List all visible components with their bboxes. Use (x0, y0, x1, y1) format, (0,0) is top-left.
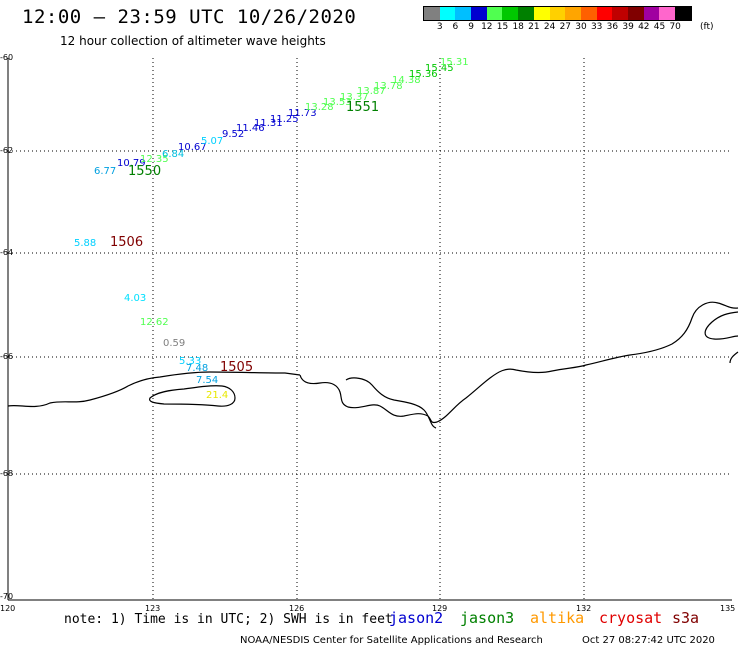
wave-height-label: 12.35 (140, 154, 169, 165)
map-title: 12:00 – 23:59 UTC 10/26/2020 (22, 6, 357, 28)
wave-height-label: 15.31 (440, 57, 469, 68)
wave-height-label: 11.73 (288, 108, 317, 119)
wave-height-label: 11.46 (236, 123, 265, 134)
pass-number-label: 1506 (110, 235, 143, 250)
color-swatch (471, 7, 487, 20)
wave-height-label: 0.59 (163, 338, 185, 349)
wave-height-label: 15.36 (409, 69, 438, 80)
color-scale-bar (423, 6, 692, 21)
longitude-label: 126 (289, 604, 305, 613)
color-swatch (549, 7, 566, 20)
pass-number-label: 1551 (346, 100, 379, 115)
wave-height-label: 14.38 (392, 75, 421, 86)
color-scale-label: 33 (590, 22, 603, 32)
satellite-legend-item: jason3 (460, 609, 515, 627)
wave-height-label: 5.88 (74, 238, 96, 249)
color-scale-label: 36 (606, 22, 619, 32)
generated-timestamp: Oct 27 08:27:42 UTC 2020 (582, 635, 715, 646)
pass-number-label: 1550 (128, 164, 161, 179)
latitude-label: -70 (0, 592, 14, 601)
color-scale-label: 30 (575, 22, 587, 32)
color-scale-label: 27 (559, 22, 572, 32)
wave-height-label: 7.48 (186, 363, 208, 374)
credit-line: NOAA/NESDIS Center for Satellite Applica… (240, 635, 543, 646)
wave-height-label: 13.53 (323, 97, 352, 108)
color-swatch (533, 7, 550, 20)
wave-height-label: 6.84 (162, 149, 184, 160)
color-scale-label: 70 (669, 22, 681, 32)
longitude-label: 132 (576, 604, 592, 613)
latitude-label: -68 (0, 469, 14, 478)
longitude-label: 120 (0, 604, 16, 613)
color-scale-label: 6 (452, 22, 459, 32)
satellite-legend-item: s3a (672, 609, 700, 627)
color-scale-label: 21 (528, 22, 540, 32)
color-swatch (486, 7, 503, 20)
satellite-legend-item: cryosat (599, 609, 663, 627)
wave-height-label: 5.07 (201, 136, 223, 147)
latitude-label: -62 (0, 146, 14, 155)
color-swatch (580, 7, 597, 20)
wave-height-label: 5.33 (179, 356, 201, 367)
color-scale-label: 45 (653, 22, 666, 32)
longitude-label: 129 (432, 604, 448, 613)
latitude-label: -64 (0, 248, 14, 257)
wave-height-label: 13.28 (305, 102, 334, 113)
color-swatch (659, 7, 675, 20)
wave-height-label: 13.78 (374, 81, 403, 92)
wave-height-label: 9.52 (222, 129, 244, 140)
longitude-label: 123 (145, 604, 161, 613)
wave-height-label: 13.37 (340, 92, 369, 103)
color-scale-label: 9 (468, 22, 474, 32)
color-swatch (439, 7, 456, 20)
wave-height-observations: 6.7710.7912.356.8410.675.079.5211.4611.3… (74, 57, 469, 401)
color-swatch (518, 7, 534, 20)
wave-height-label: 10.67 (178, 142, 207, 153)
color-scale-label: 18 (512, 22, 524, 32)
color-swatch (424, 7, 440, 20)
color-swatch (455, 7, 472, 20)
color-scale-label: 12 (481, 22, 493, 32)
wave-height-label: 11.31 (254, 118, 283, 129)
map-frame (7, 58, 732, 601)
lat-lon-grid (8, 58, 732, 600)
wave-height-label: 7.54 (196, 375, 218, 386)
wave-height-label: 6.77 (94, 166, 116, 177)
satellite-legend-item: altika (530, 609, 585, 627)
wave-height-label: 10.79 (117, 158, 146, 169)
longitude-label: 135 (720, 604, 736, 613)
footer-note: note: 1) Time is in UTC; 2) SWH is in fe… (64, 612, 393, 627)
color-scale-label: 42 (638, 22, 650, 32)
wave-height-label: 11.25 (270, 114, 299, 125)
color-scale-label: 39 (622, 22, 634, 32)
color-swatch (502, 7, 519, 20)
latitude-label: -60 (0, 53, 14, 62)
wave-height-label: 12.62 (140, 317, 169, 328)
color-scale-label: 15 (496, 22, 509, 32)
color-scale-unit: (ft) (700, 22, 714, 32)
color-swatch (627, 7, 644, 20)
map-subtitle: 12 hour collection of altimeter wave hei… (60, 34, 326, 48)
color-swatch (596, 7, 613, 20)
color-scale-label: 24 (543, 22, 556, 32)
color-swatch (565, 7, 581, 20)
latitude-label: -66 (0, 352, 14, 361)
satellite-legend-item: jason2 (389, 609, 444, 627)
color-swatch (612, 7, 628, 20)
wave-height-label: 13.87 (357, 86, 386, 97)
pass-number-label: 1505 (220, 360, 253, 375)
antarctic-coastline (7, 301, 739, 429)
color-scale-label: 3 (436, 22, 443, 32)
wave-height-label: 21.4 (206, 390, 228, 401)
wave-height-label: 4.03 (124, 293, 146, 304)
color-swatch (643, 7, 660, 20)
color-swatch (675, 7, 691, 20)
wave-height-label: 15.45 (425, 63, 454, 74)
